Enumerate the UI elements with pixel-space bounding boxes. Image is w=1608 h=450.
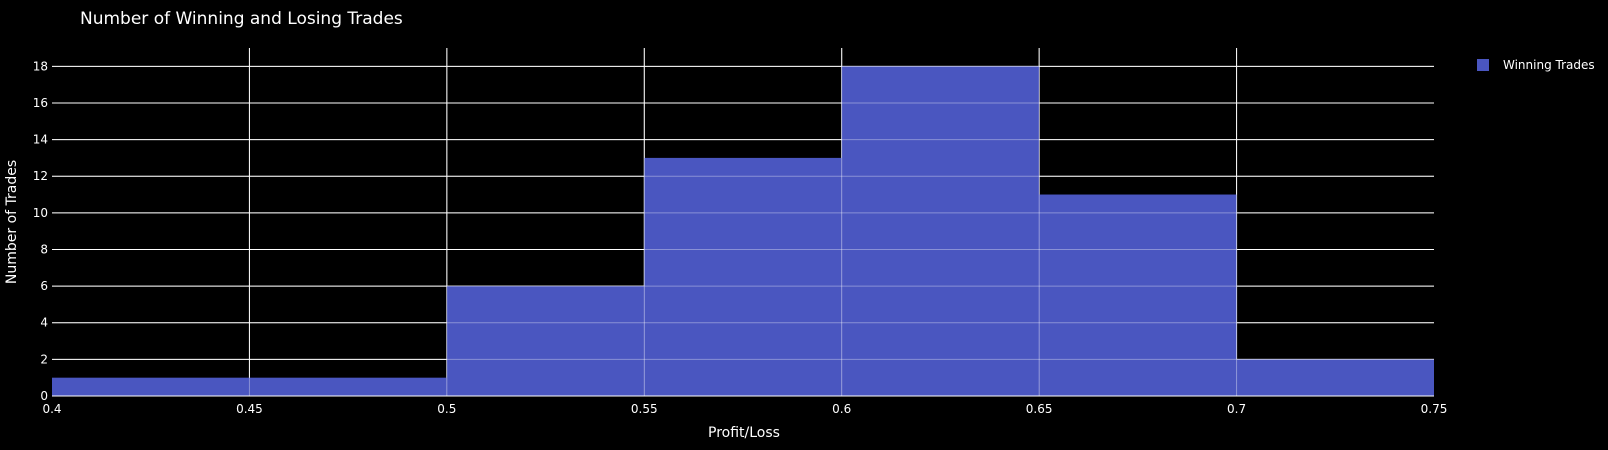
bar-bin-0[interactable] <box>52 377 447 396</box>
bar-bin-1[interactable] <box>446 286 645 396</box>
x-tick-label: 0.55 <box>631 402 658 416</box>
x-tick-label: 0.4 <box>42 402 61 416</box>
x-tick-label: 0.5 <box>437 402 456 416</box>
legend[interactable]: Winning Trades <box>1477 58 1595 72</box>
legend-swatch-winning-trades[interactable] <box>1477 59 1489 71</box>
y-tick-label: 6 <box>40 279 48 293</box>
x-axis-label: Profit/Loss <box>708 425 780 441</box>
chart-title: Number of Winning and Losing Trades <box>80 9 403 29</box>
x-tick-label: 0.75 <box>1421 402 1448 416</box>
y-tick-label: 2 <box>40 352 48 366</box>
bar-bin-5[interactable] <box>1236 359 1434 396</box>
y-tick-label: 8 <box>40 242 48 256</box>
bar-bin-4[interactable] <box>1039 194 1237 396</box>
bar-bin-2[interactable] <box>644 157 842 396</box>
legend-label-winning-trades[interactable]: Winning Trades <box>1503 58 1595 72</box>
x-tick-label: 0.45 <box>236 402 263 416</box>
bar-bin-3[interactable] <box>841 66 1040 396</box>
y-tick-label: 16 <box>33 96 48 110</box>
y-tick-label: 4 <box>40 316 48 330</box>
y-tick-label: 0 <box>40 389 48 403</box>
x-tick-label: 0.65 <box>1026 402 1053 416</box>
bars <box>52 66 1434 396</box>
y-tick-label: 14 <box>33 133 48 147</box>
y-axis-label: Number of Trades <box>4 160 20 284</box>
x-tick-label: 0.7 <box>1227 402 1246 416</box>
axes: 0 2 4 6 8 10 12 14 16 18 0.4 0.45 0.5 0.55 0.6 0.65 0.7 0… <box>33 59 1448 416</box>
y-tick-label: 18 <box>33 59 48 73</box>
grid-overlay <box>52 48 1434 396</box>
x-tick-label: 0.6 <box>832 402 851 416</box>
y-tick-label: 10 <box>33 206 48 220</box>
y-tick-label: 12 <box>33 169 48 183</box>
